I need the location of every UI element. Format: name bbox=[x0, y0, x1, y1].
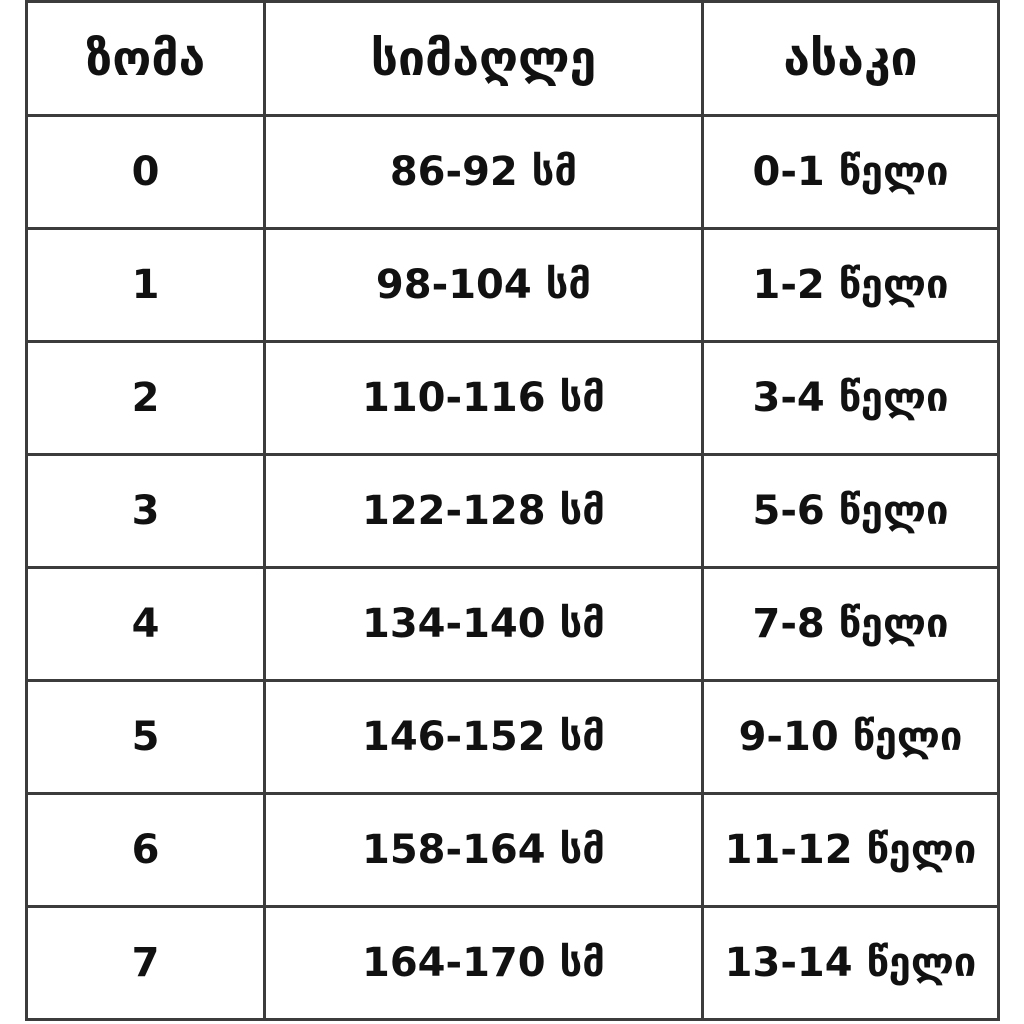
size-cell: 5 bbox=[25, 679, 266, 795]
size-cell: 1 bbox=[25, 227, 266, 343]
size-cell: 0 bbox=[25, 114, 266, 230]
age-cell: 11-12 წელი bbox=[701, 792, 1000, 908]
age-cell: 7-8 წელი bbox=[701, 566, 1000, 682]
header-age: ასაკი bbox=[701, 0, 1000, 117]
height-cell: 158-164 სმ bbox=[263, 792, 704, 908]
table-row: 3 122-128 სმ 5-6 წელი bbox=[25, 453, 1000, 569]
height-cell: 122-128 სმ bbox=[263, 453, 704, 569]
header-height: სიმაღლე bbox=[263, 0, 704, 117]
table-row: 1 98-104 სმ 1-2 წელი bbox=[25, 227, 1000, 343]
height-cell: 110-116 სმ bbox=[263, 340, 704, 456]
size-chart-table: ზომა სიმაღლე ასაკი 0 86-92 სმ 0-1 წელი 1… bbox=[25, 0, 1000, 1021]
size-cell: 2 bbox=[25, 340, 266, 456]
height-cell: 98-104 სმ bbox=[263, 227, 704, 343]
table-row: 5 146-152 სმ 9-10 წელი bbox=[25, 679, 1000, 795]
size-cell: 4 bbox=[25, 566, 266, 682]
header-size: ზომა bbox=[25, 0, 266, 117]
age-cell: 5-6 წელი bbox=[701, 453, 1000, 569]
size-cell: 7 bbox=[25, 905, 266, 1021]
table-row: 6 158-164 სმ 11-12 წელი bbox=[25, 792, 1000, 908]
age-cell: 9-10 წელი bbox=[701, 679, 1000, 795]
table-row: 2 110-116 სმ 3-4 წელი bbox=[25, 340, 1000, 456]
age-cell: 1-2 წელი bbox=[701, 227, 1000, 343]
height-cell: 86-92 სმ bbox=[263, 114, 704, 230]
size-cell: 6 bbox=[25, 792, 266, 908]
table-row: 7 164-170 სმ 13-14 წელი bbox=[25, 905, 1000, 1021]
age-cell: 3-4 წელი bbox=[701, 340, 1000, 456]
height-cell: 146-152 სმ bbox=[263, 679, 704, 795]
header-row: ზომა სიმაღლე ასაკი bbox=[25, 0, 1000, 117]
height-cell: 134-140 სმ bbox=[263, 566, 704, 682]
age-cell: 13-14 წელი bbox=[701, 905, 1000, 1021]
height-cell: 164-170 სმ bbox=[263, 905, 704, 1021]
table-row: 4 134-140 სმ 7-8 წელი bbox=[25, 566, 1000, 682]
table-row: 0 86-92 სმ 0-1 წელი bbox=[25, 114, 1000, 230]
age-cell: 0-1 წელი bbox=[701, 114, 1000, 230]
size-cell: 3 bbox=[25, 453, 266, 569]
